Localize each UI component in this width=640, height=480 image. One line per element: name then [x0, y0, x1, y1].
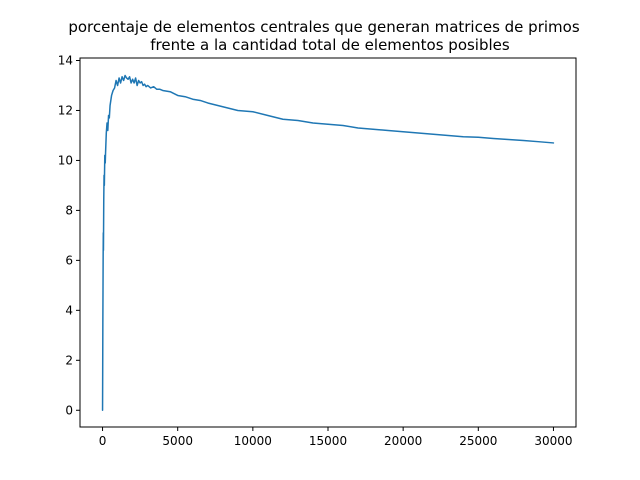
chart-title-line-2: frente a la cantidad total de elementos … — [150, 36, 510, 54]
chart-title-line-1: porcentaje de elementos centrales que ge… — [68, 18, 579, 36]
y-tick-label: 14 — [58, 53, 73, 67]
y-axis: 0 2 4 6 8 10 12 14 — [58, 53, 80, 417]
y-tick-label: 4 — [65, 303, 73, 317]
y-tick-label: 6 — [65, 253, 73, 267]
x-tick-label: 30000 — [534, 434, 572, 448]
y-tick-label: 0 — [65, 403, 73, 417]
series-layer — [101, 74, 555, 412]
x-tick-label: 5000 — [162, 434, 193, 448]
x-tick-label: 0 — [99, 434, 107, 448]
x-tick-label: 10000 — [234, 434, 272, 448]
y-tick-label: 8 — [65, 203, 73, 217]
y-tick-label: 2 — [65, 353, 73, 367]
x-axis: 0 5000 10000 15000 20000 25000 30000 — [99, 427, 573, 448]
y-tick-label: 12 — [58, 103, 73, 117]
series-line — [101, 74, 555, 412]
y-tick-label: 10 — [58, 153, 73, 167]
x-tick-label: 20000 — [384, 434, 422, 448]
x-tick-label: 25000 — [459, 434, 497, 448]
x-tick-label: 15000 — [309, 434, 347, 448]
